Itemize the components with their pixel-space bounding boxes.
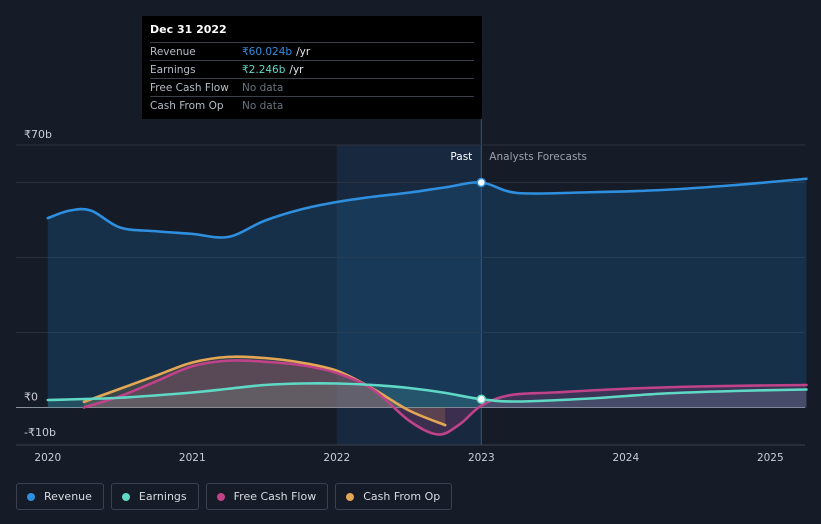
tooltip-value: ₹60.024b [242, 45, 293, 58]
past-label: Past [450, 151, 472, 163]
area-free-cash-flow [83, 360, 807, 435]
tooltip-value: No data [242, 99, 284, 112]
area-earnings [47, 383, 807, 408]
line-earnings [46, 382, 808, 403]
tooltip-unit: /yr [289, 63, 304, 76]
x-tick-label: 2020 [34, 452, 61, 464]
y-tick-label: -₹10b [24, 426, 56, 439]
legend-dot-icon [121, 492, 130, 501]
x-tick-label: 2024 [612, 452, 639, 464]
tooltip: Dec 31 2022 Revenue ₹60.024b/yr Earnings… [142, 16, 482, 119]
legend-item-cash-from-op[interactable]: Cash From Op [335, 483, 453, 510]
tooltip-label: Free Cash Flow [150, 81, 229, 94]
tooltip-row-free-cash-flow: Free Cash Flow No data [150, 78, 474, 96]
tooltip-label: Cash From Op [150, 99, 224, 112]
line-free-cash-flow [82, 359, 808, 436]
tooltip-value: ₹2.246b [242, 63, 286, 76]
line-revenue [46, 177, 808, 239]
legend-label: Free Cash Flow [233, 490, 317, 503]
legend-label: Cash From Op [363, 490, 441, 503]
series-lines [46, 177, 808, 436]
chart: ₹70b ₹0 -₹10b 2020 2021 2022 2023 2024 2025 Past A… [16, 119, 808, 464]
legend: Revenue Earnings Free Cash Flow Cash Fro… [16, 483, 453, 510]
axis-labels: ₹70b ₹0 -₹10b 2020 2021 2022 2023 2024 2025 Past A… [24, 128, 784, 464]
y-tick-label: ₹0 [24, 391, 38, 404]
x-tick-label: 2023 [468, 452, 495, 464]
area-revenue [47, 178, 807, 408]
x-tick-label: 2025 [757, 452, 784, 464]
tooltip-value: No data [242, 81, 284, 94]
legend-label: Earnings [138, 490, 187, 503]
y-tick-label: ₹70b [24, 128, 52, 141]
tooltip-label: Earnings [150, 63, 196, 76]
legend-dot-icon [27, 492, 35, 501]
legend-label: Revenue [44, 490, 92, 503]
tooltip-row-revenue: Revenue ₹60.024b/yr [150, 42, 474, 60]
legend-item-free-cash-flow[interactable]: Free Cash Flow [205, 483, 329, 510]
forecast-label: Analysts Forecasts [489, 151, 587, 163]
x-tick-label: 2022 [323, 452, 350, 464]
earnings-marker [476, 394, 487, 404]
legend-item-revenue[interactable]: Revenue [16, 483, 104, 510]
tooltip-unit: /yr [296, 45, 311, 58]
gridlines [16, 119, 805, 446]
tooltip-date: Dec 31 2022 [150, 23, 227, 36]
tooltip-row-cash-from-op: Cash From Op No data [150, 96, 474, 114]
legend-item-earnings[interactable]: Earnings [110, 483, 199, 510]
tooltip-label: Revenue [150, 45, 196, 58]
legend-dot-icon [346, 492, 355, 501]
line-cash-from-op [82, 355, 447, 427]
revenue-marker [476, 177, 487, 188]
x-tick-label: 2021 [179, 452, 206, 464]
legend-dot-icon [216, 492, 225, 501]
tooltip-row-earnings: Earnings ₹2.246b/yr [150, 60, 474, 78]
